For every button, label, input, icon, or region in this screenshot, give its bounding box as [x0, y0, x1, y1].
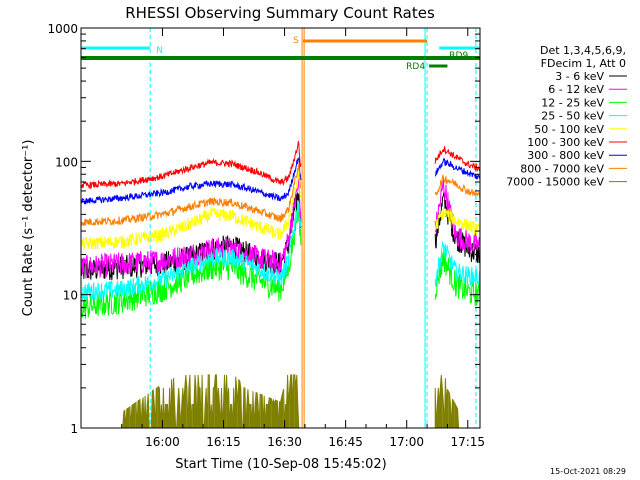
legend-label: 7000 - 15000 keV	[506, 176, 604, 189]
y-axis-ticks: 1 10 100 1000	[47, 22, 480, 436]
series-line-300-800kev	[81, 156, 480, 205]
series-line-7000-15000kev	[121, 374, 460, 428]
x-tick-label: 17:15	[450, 435, 485, 449]
x-tick-label: 16:15	[206, 435, 241, 449]
legend-header-line-2: FDecim 1, Att 0	[541, 57, 626, 70]
x-tick-label: 16:30	[267, 435, 302, 449]
legend-label: 3 - 6 keV	[555, 70, 604, 83]
x-axis-ticks: 16:00 16:15 16:30 16:45 17:00 17:15	[121, 28, 485, 449]
flag-label-rd9: RD9	[449, 51, 468, 61]
legend-label: 12 - 25 keV	[541, 96, 604, 109]
x-tick-label: 16:00	[145, 435, 180, 449]
series-line-800-7000kev	[81, 162, 480, 227]
y-tick-label: 1000	[47, 22, 78, 36]
x-tick-label: 17:00	[389, 435, 424, 449]
series-group	[81, 140, 480, 428]
flag-label-s: S	[293, 36, 299, 46]
series-line-25-50kev	[81, 201, 480, 301]
y-axis-label: Count Rate (s⁻¹ detector⁻¹)	[21, 140, 36, 317]
legend-label: 6 - 12 keV	[548, 83, 604, 96]
legend-label: 800 - 7000 keV	[520, 162, 604, 175]
x-tick-label: 16:45	[328, 435, 363, 449]
series-line-6-12kev	[81, 177, 480, 279]
flag-label-n: N	[156, 46, 163, 56]
legend-label: 100 - 300 keV	[527, 136, 604, 149]
legend-label: 50 - 100 keV	[534, 123, 604, 136]
flag-bars: N S RD9 RD4	[81, 36, 480, 72]
legend-header-line-1: Det 1,3,4,5,6,9,	[540, 44, 626, 57]
legend: Det 1,3,4,5,6,9, FDecim 1, Att 0 3 - 6 k…	[506, 44, 627, 189]
flag-label-rd4: RD4	[406, 62, 425, 72]
legend-label: 300 - 800 keV	[527, 149, 604, 162]
legend-label: 25 - 50 keV	[541, 110, 604, 123]
series-line-100-300kev	[81, 140, 480, 190]
y-tick-label: 100	[55, 155, 78, 169]
series-line-50-100kev	[81, 170, 480, 250]
chart-title: RHESSI Observing Summary Count Rates	[125, 4, 435, 22]
x-axis-label: Start Time (10-Sep-08 15:45:02)	[175, 457, 386, 472]
y-tick-label: 1	[70, 422, 78, 436]
plot-frame	[80, 27, 481, 429]
y-tick-label: 10	[63, 289, 78, 303]
timestamp: 15-Oct-2021 08:29	[550, 467, 626, 476]
